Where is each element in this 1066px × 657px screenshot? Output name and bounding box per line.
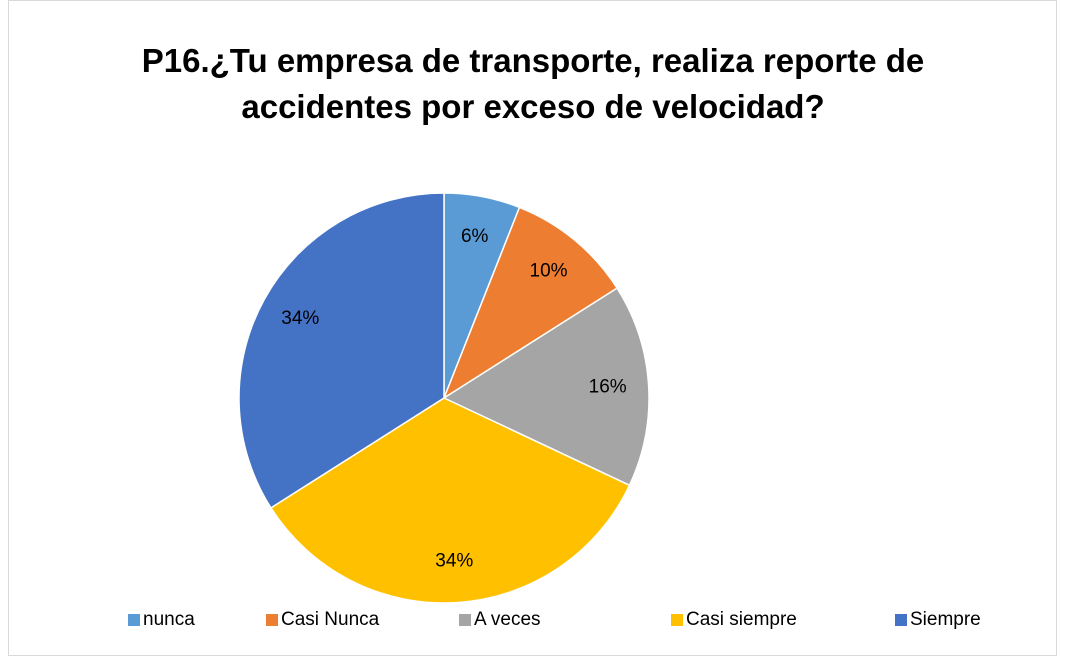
data-label: 16% xyxy=(589,377,627,398)
legend-swatch xyxy=(266,614,278,626)
data-label: 10% xyxy=(530,261,568,282)
legend-label: nunca xyxy=(143,609,195,630)
legend-swatch xyxy=(671,614,683,626)
pie-slice xyxy=(269,397,631,604)
pie-slice xyxy=(442,206,619,400)
chart-frame xyxy=(8,0,1057,656)
pie-slice xyxy=(442,287,650,487)
legend-swatch xyxy=(128,614,140,626)
legend-swatch xyxy=(459,614,471,626)
data-label: 34% xyxy=(281,308,319,329)
data-label: 34% xyxy=(435,551,473,572)
legend-label: Siempre xyxy=(910,609,981,630)
legend-label: Casi Nunca xyxy=(281,609,380,630)
legend-swatch xyxy=(895,614,907,626)
pie-slice xyxy=(238,192,445,509)
data-label: 6% xyxy=(461,226,489,247)
legend-label: A veces xyxy=(474,609,541,630)
chart-title: P16.¿Tu empresa de transporte, realiza r… xyxy=(141,42,925,125)
legend-label: Casi siempre xyxy=(686,609,797,630)
